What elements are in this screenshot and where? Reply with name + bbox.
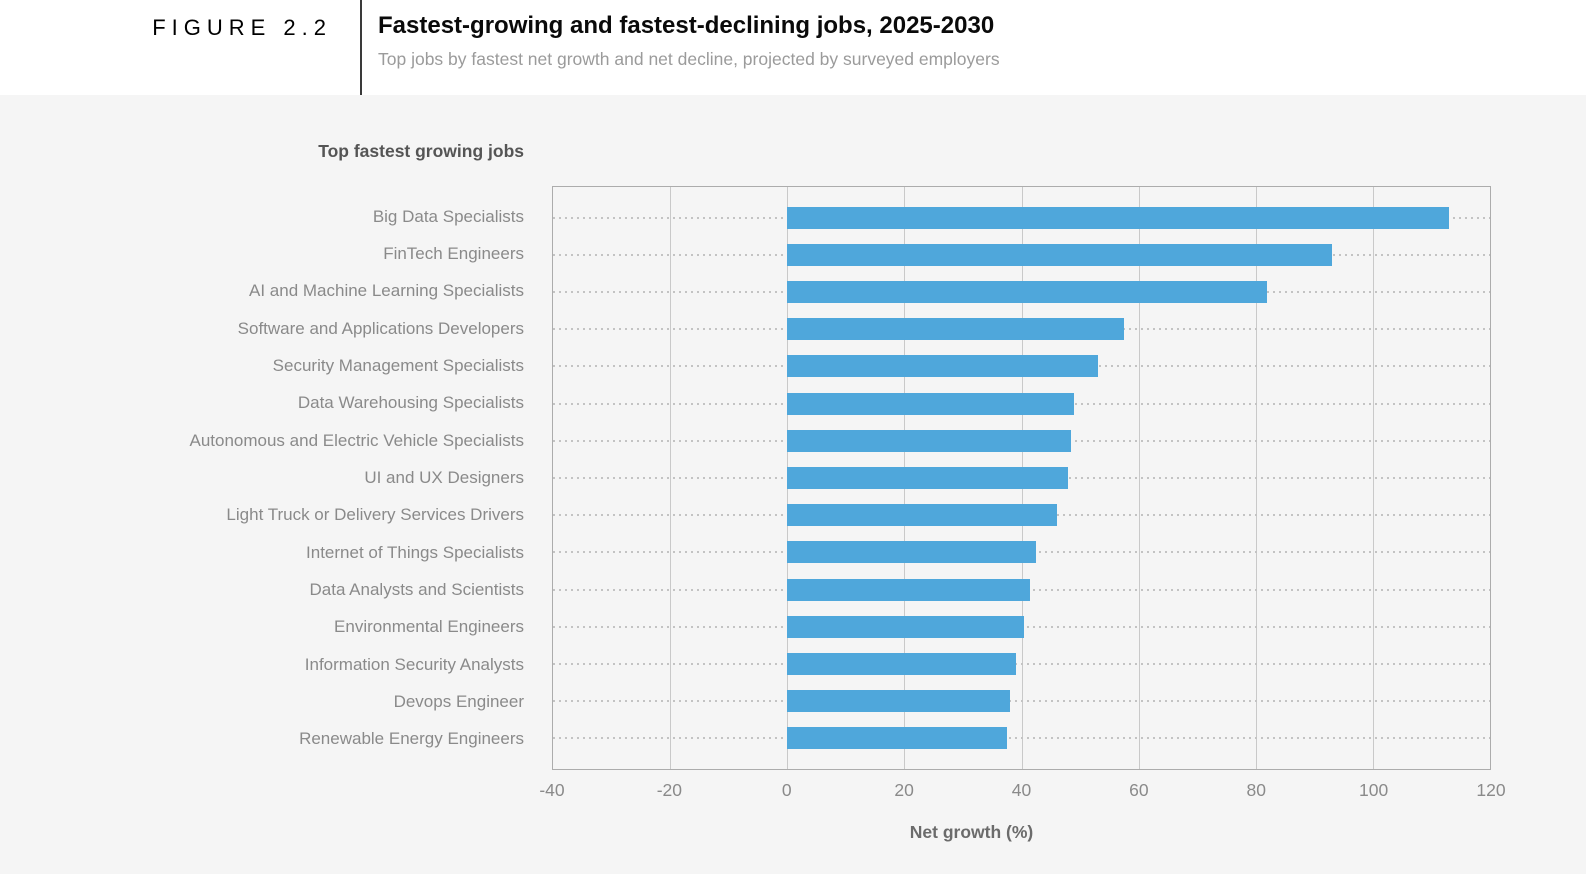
bar-row <box>553 273 1490 310</box>
bar-row <box>553 645 1490 682</box>
bar-row <box>553 385 1490 422</box>
x-tick-label: 40 <box>1011 780 1032 800</box>
bar <box>787 206 1449 229</box>
section-title: Top fastest growing jobs <box>318 141 524 161</box>
row-dotted-line <box>553 737 1490 740</box>
row-dotted-line <box>553 663 1490 666</box>
bar-row <box>553 311 1490 348</box>
bar <box>787 243 1332 266</box>
figure-subtitle: Top jobs by fastest net growth and net d… <box>378 49 1000 69</box>
x-tick-label: 80 <box>1246 780 1266 800</box>
category-label: Software and Applications Developers <box>237 318 524 338</box>
category-label: Devops Engineer <box>393 691 524 711</box>
bar <box>787 690 1010 713</box>
category-label: Light Truck or Delivery Services Drivers <box>226 505 524 525</box>
category-label: Data Analysts and Scientists <box>309 579 524 599</box>
bar <box>787 318 1124 341</box>
bar <box>787 578 1031 601</box>
bar-row <box>553 720 1490 757</box>
category-label: AI and Machine Learning Specialists <box>249 281 524 301</box>
bar <box>787 653 1016 676</box>
bar-row <box>553 459 1490 496</box>
header-divider <box>360 0 362 95</box>
bar-row <box>553 534 1490 571</box>
figure-label: FIGURE 2.2 <box>152 15 332 40</box>
bar <box>787 355 1098 378</box>
bar <box>787 392 1075 415</box>
bar-row <box>553 422 1490 459</box>
category-label: Renewable Energy Engineers <box>299 729 524 749</box>
category-label: Internet of Things Specialists <box>306 542 524 562</box>
category-label: Environmental Engineers <box>334 617 524 637</box>
x-tick-label: -20 <box>656 780 683 800</box>
bar <box>787 615 1025 638</box>
plot-area <box>552 186 1491 770</box>
row-dotted-line <box>553 700 1490 703</box>
x-tick-label: 120 <box>1476 780 1506 800</box>
bar-row <box>553 199 1490 236</box>
x-tick-label: 20 <box>894 780 914 800</box>
bar <box>787 281 1268 303</box>
bar <box>787 541 1037 564</box>
figure-header: FIGURE 2.2 Fastest-growing and fastest-d… <box>0 0 1586 95</box>
category-label: Data Warehousing Specialists <box>297 393 524 413</box>
bar-rows <box>553 187 1490 769</box>
category-label: Security Management Specialists <box>272 355 524 375</box>
x-axis-title: Net growth (%) <box>909 822 1034 842</box>
bar-row <box>553 571 1490 608</box>
bar-row <box>553 348 1490 385</box>
category-label: Big Data Specialists <box>372 206 524 226</box>
x-tick-label: 0 <box>781 780 792 800</box>
chart-panel: Top fastest growing jobs Big Data Specia… <box>0 95 1586 874</box>
bar-row <box>553 683 1490 720</box>
category-label: UI and UX Designers <box>364 467 524 487</box>
bar <box>787 727 1007 750</box>
bar <box>787 429 1072 452</box>
category-labels: Big Data Specialists FinTech Engineers AI … <box>0 186 524 770</box>
x-tick-label: -40 <box>539 780 565 800</box>
category-label: Autonomous and Electric Vehicle Speciali… <box>189 430 524 450</box>
bar-row <box>553 497 1490 534</box>
figure-title: Fastest-growing and fastest-declining jo… <box>378 12 995 39</box>
bar-row <box>553 236 1490 273</box>
bar <box>787 467 1069 490</box>
x-tick-label: 60 <box>1129 780 1149 800</box>
bar-row <box>553 608 1490 645</box>
x-axis-ticks: -40 -20 0 20 40 60 80 100 120 <box>539 780 1505 802</box>
category-label: Information Security Analysts <box>304 654 524 674</box>
category-label: FinTech Engineers <box>383 243 524 263</box>
bar <box>787 504 1057 527</box>
x-tick-label: 100 <box>1359 780 1389 800</box>
